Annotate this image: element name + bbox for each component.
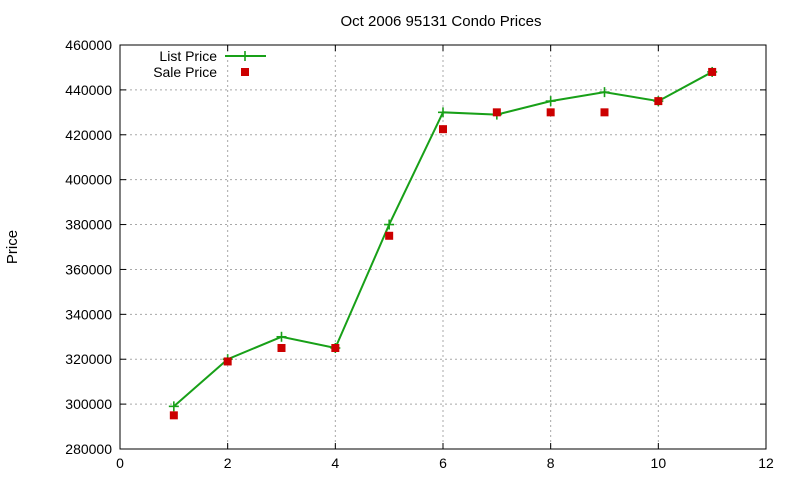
y-tick-label: 300000: [65, 396, 112, 412]
data-point: [277, 344, 286, 352]
data-point: [438, 107, 448, 118]
y-tick-label: 460000: [65, 37, 112, 53]
series-layer: [168, 66, 718, 420]
data-point: [600, 108, 609, 117]
legend-item: Sale Price: [153, 64, 249, 80]
data-point: [276, 331, 287, 342]
series-sale-price: [169, 67, 717, 420]
data-point: [599, 87, 610, 98]
legend-label: List Price: [159, 48, 217, 64]
x-tick-label: 12: [758, 455, 774, 471]
x-tick-label: 2: [224, 455, 232, 471]
y-tick-label: 400000: [65, 172, 112, 188]
y-tick-label: 420000: [65, 127, 112, 143]
grid: [120, 45, 766, 449]
chart-title: Oct 2006 95131 Condo Prices: [341, 13, 542, 30]
legend-marker: [240, 51, 250, 61]
x-tick-label: 0: [116, 455, 124, 471]
x-tick-label: 6: [439, 455, 447, 471]
data-point: [385, 231, 394, 240]
y-axis-label: Price: [4, 230, 21, 264]
x-tick-label: 8: [547, 455, 555, 471]
legend-marker: [241, 68, 249, 76]
data-point: [384, 219, 395, 230]
legend-label: Sale Price: [153, 64, 217, 80]
x-tick-label: 4: [331, 455, 339, 471]
axes: 0 2 4 6 8 10 12 280000 300000 320000 340000 360000 3…: [65, 37, 774, 471]
data-point: [492, 108, 501, 117]
y-tick-label: 320000: [65, 351, 112, 367]
y-tick-label: 440000: [65, 82, 112, 98]
data-point: [708, 67, 717, 76]
legend-item: List Price: [159, 48, 266, 64]
x-tick-label: 10: [651, 455, 667, 471]
data-point: [169, 411, 178, 420]
y-tick-label: 280000: [65, 441, 112, 457]
data-point: [546, 108, 555, 117]
y-tick-label: 340000: [65, 306, 112, 322]
data-point: [545, 96, 556, 107]
data-point: [331, 344, 340, 352]
data-point: [168, 401, 179, 412]
data-point: [439, 125, 447, 134]
data-point: [223, 357, 232, 366]
data-point: [654, 97, 663, 106]
y-tick-label: 380000: [65, 217, 112, 233]
y-tick-label: 360000: [65, 261, 112, 277]
